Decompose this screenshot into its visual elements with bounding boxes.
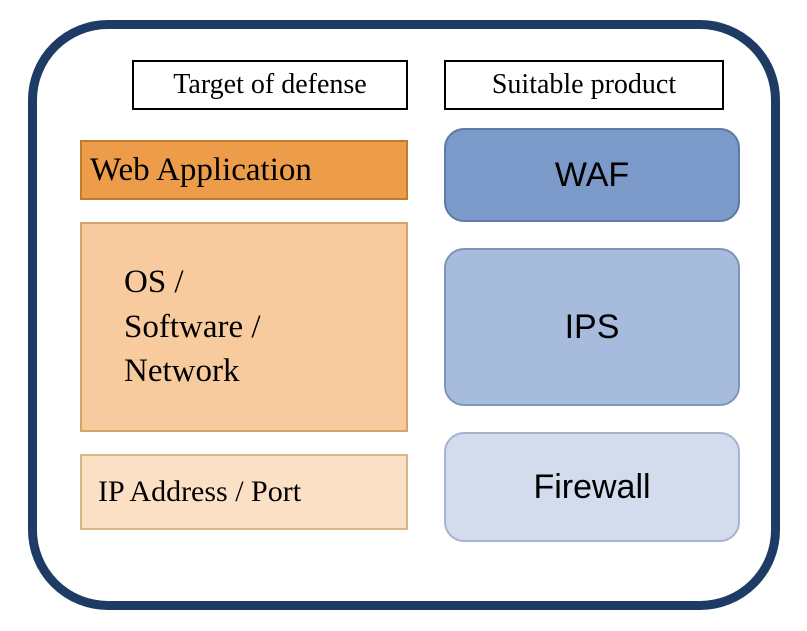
product-waf-label: WAF <box>555 156 629 195</box>
header-target-of-defense: Target of defense <box>132 60 408 110</box>
target-web-application: Web Application <box>80 140 408 200</box>
product-firewall: Firewall <box>444 432 740 542</box>
product-waf: WAF <box>444 128 740 222</box>
header-suitable-product: Suitable product <box>444 60 724 110</box>
target-web-application-label: Web Application <box>90 152 312 189</box>
diagram-canvas: Target of defense Suitable product Web A… <box>0 0 807 631</box>
header-right-label: Suitable product <box>492 69 676 101</box>
target-os-software-network: OS / Software / Network <box>80 222 408 432</box>
product-firewall-label: Firewall <box>533 468 650 507</box>
target-ip-address-port-label: IP Address / Port <box>98 475 301 509</box>
product-ips: IPS <box>444 248 740 406</box>
target-ip-address-port: IP Address / Port <box>80 454 408 530</box>
header-left-label: Target of defense <box>173 69 366 101</box>
product-ips-label: IPS <box>565 308 620 347</box>
target-os-software-network-label: OS / Software / Network <box>124 260 261 394</box>
